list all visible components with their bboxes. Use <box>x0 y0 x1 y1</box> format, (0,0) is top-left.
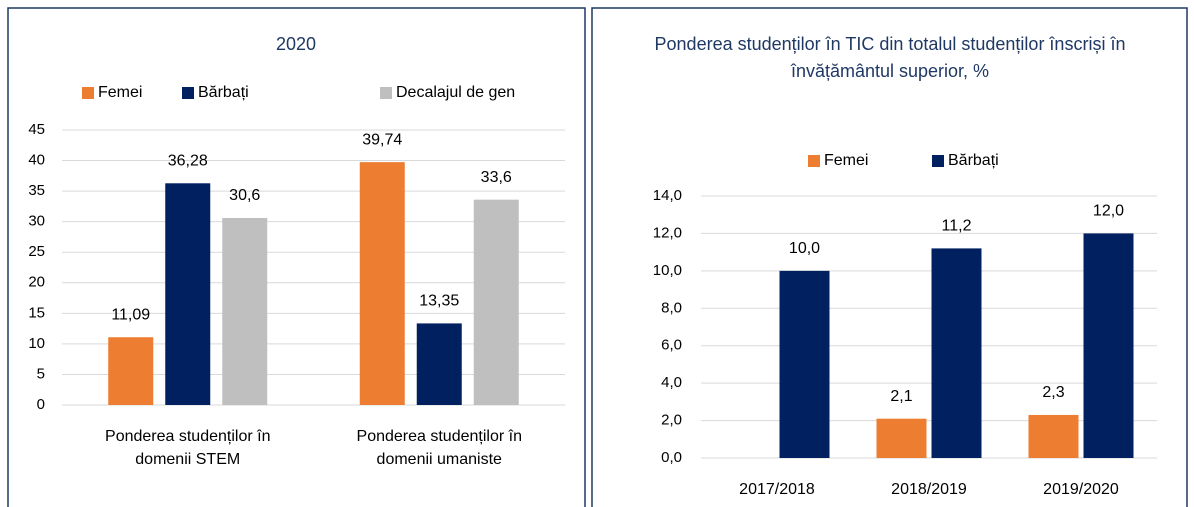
y-tick-label: 15 <box>28 304 45 321</box>
y-tick-label: 4,0 <box>661 374 682 391</box>
bar <box>416 323 462 405</box>
data-label: 33,6 <box>481 169 512 186</box>
y-tick-label: 20 <box>28 274 45 291</box>
data-label: 2,1 <box>890 388 912 405</box>
bar <box>931 248 982 458</box>
y-tick-label: 25 <box>28 243 45 260</box>
y-tick-label: 10,0 <box>653 262 682 279</box>
y-tick-label: 0,0 <box>661 449 682 466</box>
data-label: 10,0 <box>789 240 820 257</box>
bar <box>779 270 830 458</box>
legend-swatch <box>380 87 392 99</box>
y-tick-label: 35 <box>28 182 45 199</box>
data-label: 12,0 <box>1093 203 1124 220</box>
bar <box>165 183 211 405</box>
y-tick-label: 14,0 <box>653 187 682 204</box>
data-label: 39,74 <box>362 131 402 148</box>
y-tick-label: 10 <box>28 335 45 352</box>
bar <box>359 162 405 405</box>
y-tick-label: 0 <box>37 396 45 413</box>
data-label: 11,09 <box>111 306 150 323</box>
bar <box>1028 414 1079 458</box>
data-label: 30,6 <box>229 187 260 204</box>
bar <box>876 418 927 458</box>
y-tick-label: 30 <box>28 213 45 230</box>
x-tick-label: 2018/2019 <box>891 481 967 498</box>
legend-swatch <box>808 155 820 167</box>
chart-title: 2020 <box>275 34 317 54</box>
chart-title: Ponderea studenților în TIC din totalul … <box>654 34 1126 81</box>
x-tick-label: 2019/2020 <box>1043 481 1119 498</box>
legend-swatch <box>82 87 94 99</box>
data-label: 11,2 <box>942 218 972 235</box>
y-tick-label: 8,0 <box>661 299 682 316</box>
legend-swatch <box>182 87 194 99</box>
panel-border <box>7 7 586 507</box>
bar <box>1083 233 1134 458</box>
y-tick-label: 12,0 <box>653 224 682 241</box>
legend-swatch <box>932 155 944 167</box>
legend-label: Femei <box>98 84 142 101</box>
y-tick-label: 40 <box>28 152 45 169</box>
x-tick-label: 2017/2018 <box>739 481 815 498</box>
legend-label: Femei <box>824 152 868 169</box>
y-tick-label: 5 <box>37 365 45 382</box>
bar <box>108 337 154 405</box>
x-tick-label: Ponderea studenților în domenii umaniste <box>356 428 522 468</box>
legend-label: Bărbați <box>198 84 249 101</box>
panel-border <box>591 7 1188 507</box>
bar <box>222 218 268 405</box>
legend-label: Bărbați <box>948 152 999 169</box>
data-label: 36,28 <box>168 153 208 170</box>
y-tick-label: 6,0 <box>661 337 682 354</box>
data-label: 2,3 <box>1042 384 1064 401</box>
y-tick-label: 45 <box>28 121 45 138</box>
x-tick-label: Ponderea studenților în domenii STEM <box>105 428 271 468</box>
data-label: 13,35 <box>419 293 459 310</box>
legend-label: Decalajul de gen <box>396 84 515 101</box>
y-tick-label: 2,0 <box>661 412 682 429</box>
bar <box>473 199 519 405</box>
